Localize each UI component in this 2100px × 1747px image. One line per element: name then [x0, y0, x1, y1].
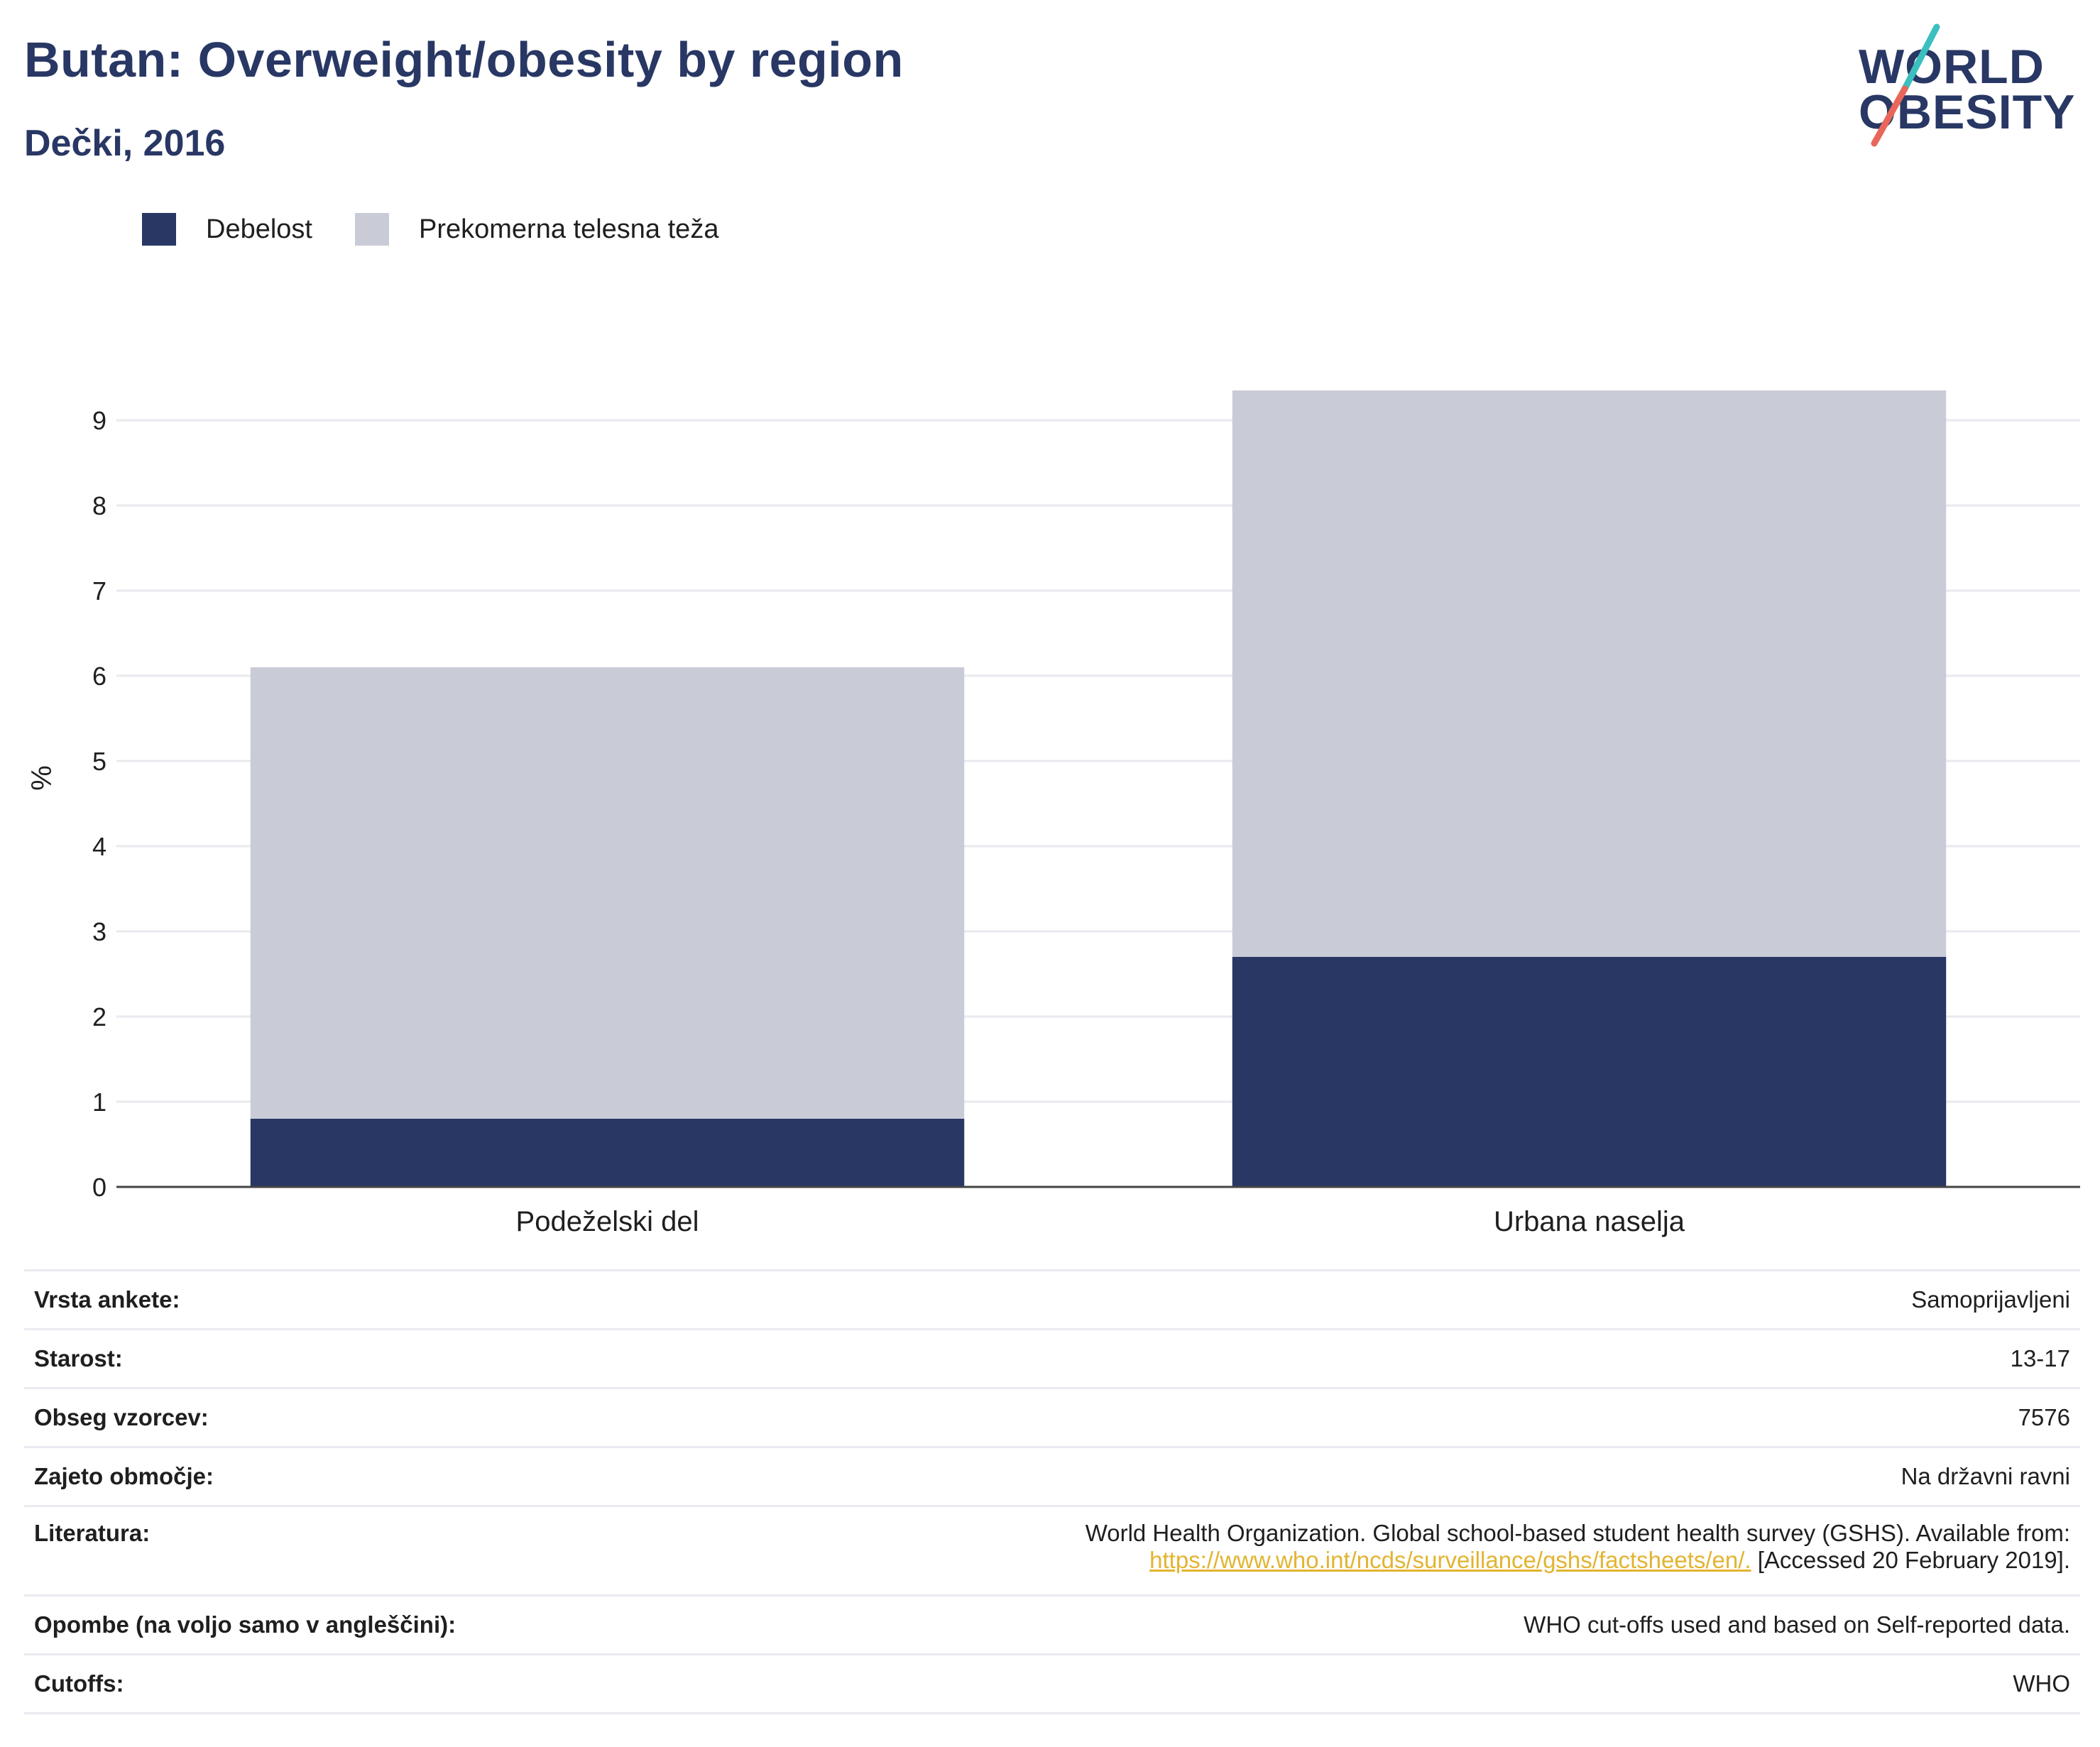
reference-accessed: [Accessed 20 February 2019].	[1751, 1547, 2070, 1573]
logo-text-world: WORLD	[1859, 40, 2045, 94]
info-row-reference: Literatura: World Health Organization. G…	[24, 1505, 2080, 1597]
y-tick-label: 4	[92, 832, 106, 861]
y-tick-label: 7	[92, 576, 106, 606]
legend-swatch-overweight	[355, 213, 389, 246]
bar-segment-obesity[interactable]	[250, 1119, 965, 1187]
info-value: Na državni ravni	[652, 1446, 2080, 1507]
reference-link[interactable]: https://www.who.int/ncds/surveillance/gs…	[1149, 1547, 1751, 1573]
legend-label-overweight: Prekomerna telesna teža	[419, 214, 719, 244]
y-tick-label: 0	[92, 1173, 106, 1202]
chart-subtitle: Dečki, 2016	[24, 123, 226, 164]
bar-segment-overweight[interactable]	[1232, 390, 1947, 957]
info-value: 13-17	[652, 1328, 2080, 1389]
info-row-survey-type: Vrsta ankete: Samoprijavljeni	[24, 1269, 2080, 1330]
chart-title: Butan: Overweight/obesity by region	[24, 32, 904, 87]
x-category-label: Podeželski del	[516, 1206, 699, 1237]
legend-label-obesity: Debelost	[206, 214, 312, 244]
y-tick-label: 9	[92, 406, 106, 435]
y-tick-label: 3	[92, 917, 106, 946]
info-label: Starost:	[24, 1328, 652, 1389]
info-value: WHO cut-offs used and based on Self-repo…	[652, 1594, 2080, 1655]
y-tick-labels: 0 1 2 3 4 5 6 7 8 9	[92, 406, 106, 1202]
info-label: Opombe (na voljo samo v angleščini):	[24, 1594, 652, 1655]
info-label: Literatura:	[24, 1505, 652, 1597]
bars	[250, 390, 1947, 1187]
info-row-area: Zajeto območje: Na državni ravni	[24, 1446, 2080, 1507]
info-label: Cutoffs:	[24, 1653, 652, 1714]
y-axis-title: %	[26, 765, 58, 791]
info-value: 7576	[652, 1387, 2080, 1448]
info-row-notes: Opombe (na voljo samo v angleščini): WHO…	[24, 1594, 2080, 1655]
info-row-age: Starost: 13-17	[24, 1328, 2080, 1389]
y-tick-label: 5	[92, 747, 106, 776]
info-label: Vrsta ankete:	[24, 1269, 652, 1330]
bar-segment-overweight[interactable]	[250, 667, 965, 1119]
x-category-label: Urbana naselja	[1494, 1206, 1685, 1237]
y-tick-label: 2	[92, 1002, 106, 1031]
info-label: Zajeto območje:	[24, 1446, 652, 1507]
legend-swatch-obesity	[142, 213, 176, 246]
world-obesity-logo: WORLD OBESITY	[1859, 21, 2079, 149]
survey-info-table: Vrsta ankete: Samoprijavljeni Starost: 1…	[24, 1269, 2080, 1714]
y-tick-label: 1	[92, 1088, 106, 1117]
info-row-sample-size: Obseg vzorcev: 7576	[24, 1387, 2080, 1448]
reference-text: World Health Organization. Global school…	[1085, 1520, 2070, 1546]
bar-segment-obesity[interactable]	[1232, 957, 1947, 1187]
info-value: World Health Organization. Global school…	[652, 1505, 2080, 1597]
y-tick-label: 6	[92, 662, 106, 691]
info-label: Obseg vzorcev:	[24, 1387, 652, 1448]
x-category-labels: Podeželski del Urbana naselja	[516, 1206, 1685, 1237]
y-tick-label: 8	[92, 491, 106, 520]
info-value: WHO	[652, 1653, 2080, 1714]
logo-slash-icon	[1871, 23, 1940, 147]
info-value: Samoprijavljeni	[652, 1269, 2080, 1330]
info-row-cutoffs: Cutoffs: WHO	[24, 1653, 2080, 1714]
